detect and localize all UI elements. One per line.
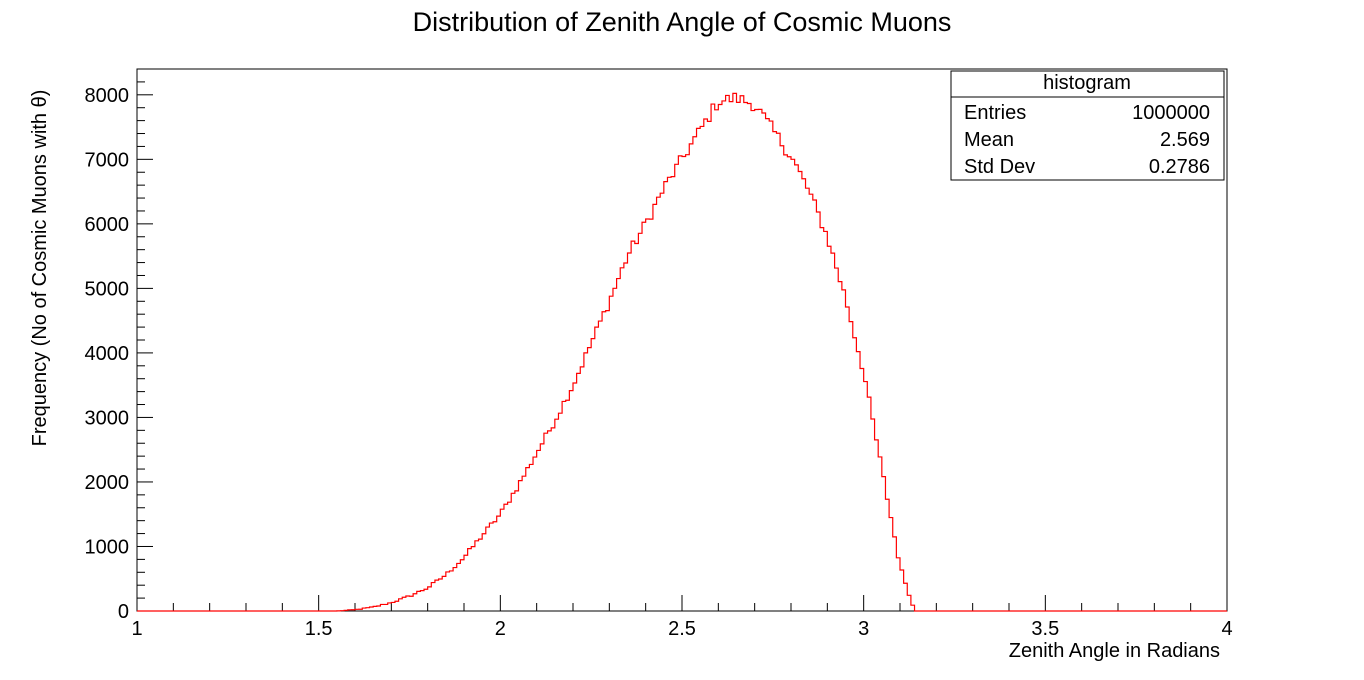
x-tick-label: 1 (131, 618, 142, 640)
y-axis-label: Frequency (No of Cosmic Muons with θ) (29, 90, 51, 447)
y-tick-label: 5000 (85, 278, 130, 300)
stats-entries-value: 1000000 (1132, 102, 1210, 124)
histogram-line (137, 92, 1227, 612)
y-tick-label: 2000 (85, 472, 130, 494)
stats-stddev-label: Std Dev (964, 156, 1035, 178)
y-tick-label: 1000 (85, 536, 130, 558)
stats-box-title: histogram (1043, 72, 1131, 94)
stats-box-frame (950, 70, 1225, 181)
stats-mean-label: Mean (964, 129, 1014, 151)
stats-box: histogram Entries 1000000 Mean 2.569 Std… (950, 70, 1225, 181)
y-tick-label: 8000 (85, 85, 130, 107)
y-tick-label: 0 (118, 601, 129, 623)
stats-stddev-value: 0.2786 (1149, 156, 1210, 178)
x-tick-label: 3 (858, 618, 869, 640)
y-tick-label: 6000 (85, 214, 130, 236)
stats-entries-label: Entries (964, 102, 1026, 124)
x-tick-label: 2 (495, 618, 506, 640)
y-tick-labels: 0 1000 2000 3000 4000 5000 6000 7000 8000 (85, 85, 130, 623)
x-tick-labels: 1 1.5 2 2.5 3 3.5 4 (131, 618, 1232, 640)
x-tick-label: 2.5 (668, 618, 696, 640)
x-axis-label: Zenith Angle in Radians (1009, 640, 1220, 662)
y-tick-label: 4000 (85, 343, 130, 365)
y-tick-label: 7000 (85, 149, 130, 171)
axes (136, 68, 1228, 612)
y-tick-label: 3000 (85, 407, 130, 429)
x-tick-label: 4 (1221, 618, 1232, 640)
stats-mean-value: 2.569 (1160, 129, 1210, 151)
chart-title: Distribution of Zenith Angle of Cosmic M… (413, 7, 952, 37)
x-tick-label: 1.5 (305, 618, 333, 640)
histogram-series (137, 92, 1227, 612)
x-tick-label: 3.5 (1031, 618, 1059, 640)
